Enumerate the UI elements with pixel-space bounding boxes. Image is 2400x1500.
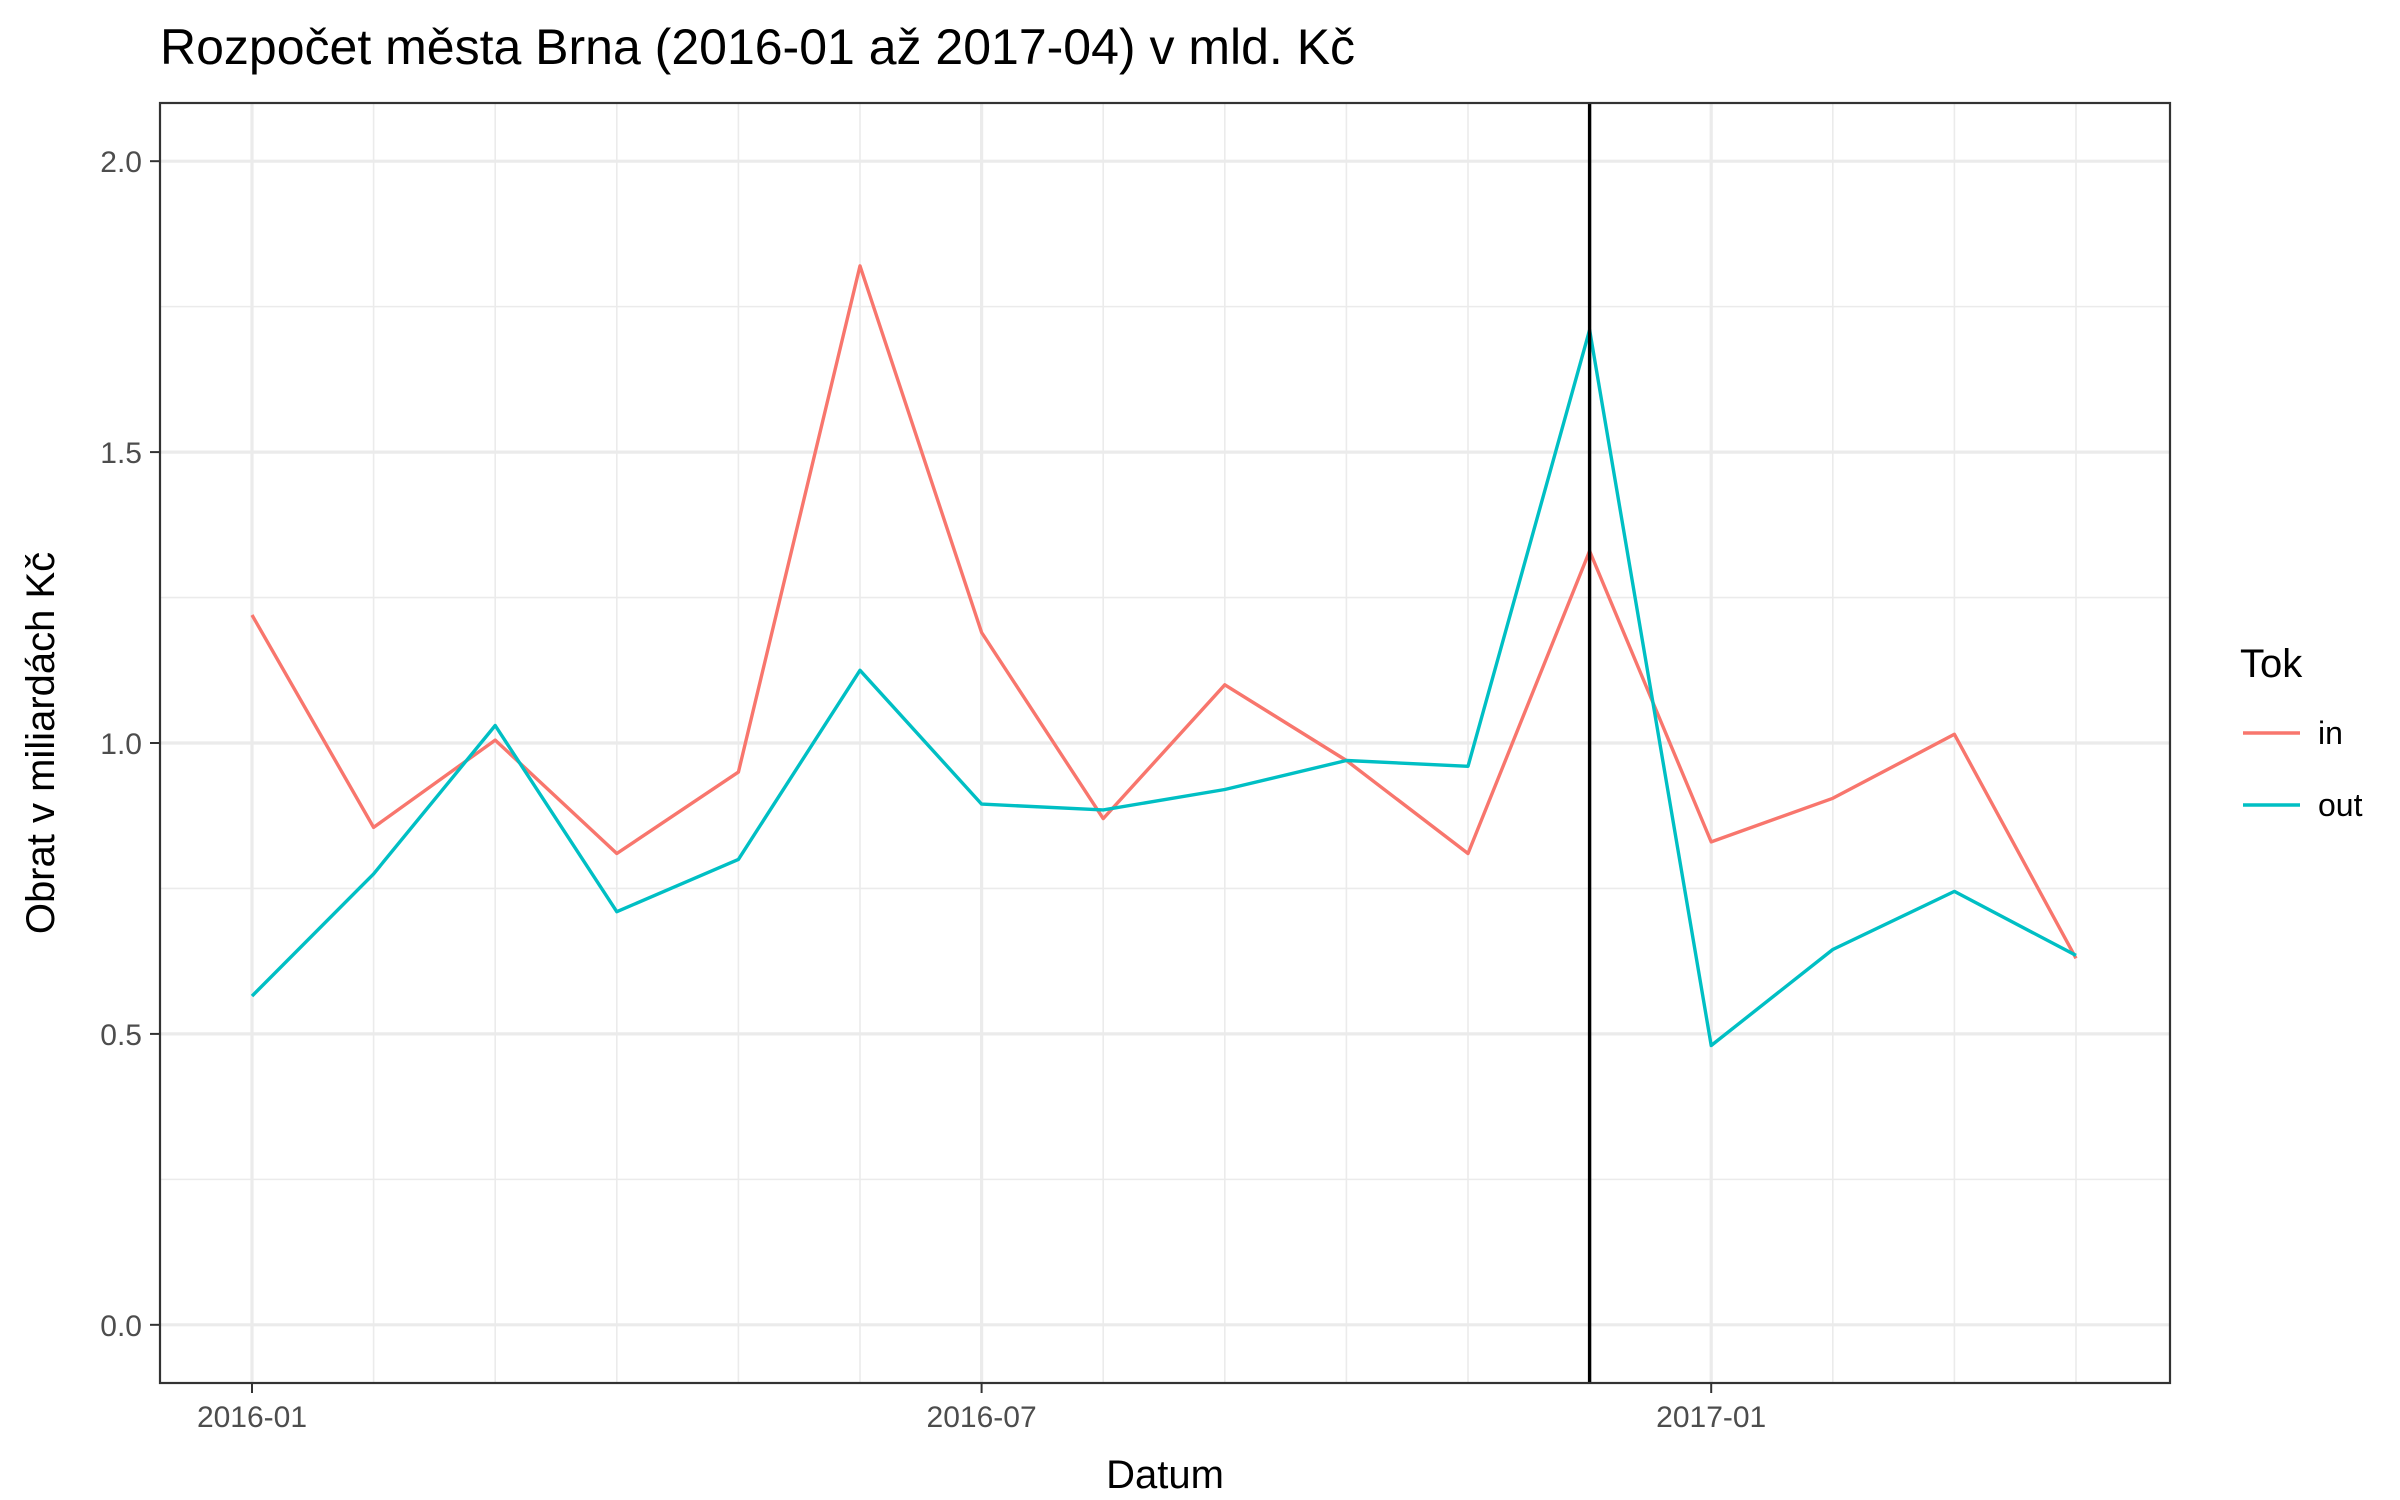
y-axis: 0.0 0.5 1.0 1.5 2.0	[100, 146, 160, 1343]
chart-title: Rozpočet města Brna (2016-01 až 2017-04)…	[160, 19, 1355, 75]
y-tick-label: 0.5	[100, 1019, 142, 1052]
legend-label-out: out	[2318, 787, 2363, 823]
y-tick-label: 1.5	[100, 437, 142, 470]
legend-label-in: in	[2318, 715, 2343, 751]
y-tick-label: 0.0	[100, 1310, 142, 1343]
x-tick-label: 2016-07	[927, 1401, 1037, 1434]
y-tick-label: 2.0	[100, 146, 142, 179]
legend: Tok in out	[2240, 642, 2363, 823]
x-axis-title: Datum	[1106, 1453, 1224, 1497]
legend-title: Tok	[2240, 642, 2303, 686]
series-lines	[250, 264, 2078, 1048]
y-tick-label: 1.0	[100, 728, 142, 761]
major-gridlines	[160, 103, 2170, 1383]
series-line-out	[250, 328, 2077, 1048]
x-tick-label: 2016-01	[197, 1401, 307, 1434]
x-tick-label: 2017-01	[1656, 1401, 1766, 1434]
x-axis: 2016-01 2016-07 2017-01	[197, 1383, 1766, 1434]
series-line-in	[250, 264, 2078, 960]
y-axis-title: Obrat v miliardách Kč	[19, 552, 63, 934]
